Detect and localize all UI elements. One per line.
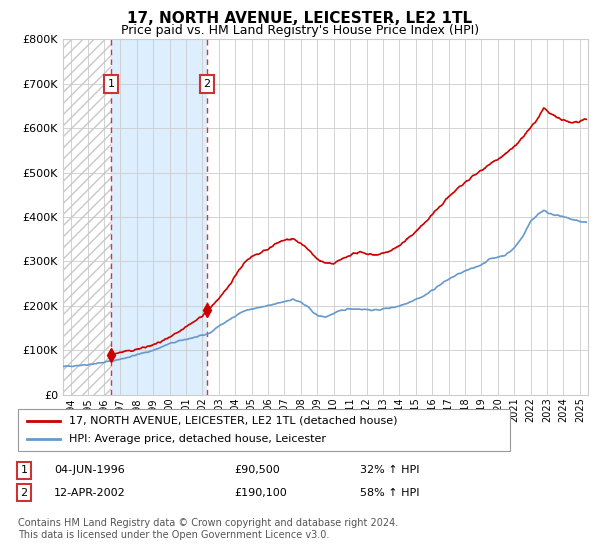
Text: 17, NORTH AVENUE, LEICESTER, LE2 1TL (detached house): 17, NORTH AVENUE, LEICESTER, LE2 1TL (de…: [69, 416, 398, 426]
Text: £190,100: £190,100: [234, 488, 287, 498]
Text: £90,500: £90,500: [234, 465, 280, 475]
Text: 17, NORTH AVENUE, LEICESTER, LE2 1TL: 17, NORTH AVENUE, LEICESTER, LE2 1TL: [127, 11, 473, 26]
Text: 2: 2: [20, 488, 28, 498]
Text: Contains HM Land Registry data © Crown copyright and database right 2024.
This d: Contains HM Land Registry data © Crown c…: [18, 518, 398, 540]
Text: 58% ↑ HPI: 58% ↑ HPI: [360, 488, 419, 498]
Text: 04-JUN-1996: 04-JUN-1996: [54, 465, 125, 475]
Text: 12-APR-2002: 12-APR-2002: [54, 488, 126, 498]
Bar: [63, 39, 111, 395]
Text: 2: 2: [203, 78, 211, 88]
Text: 1: 1: [107, 78, 115, 88]
Text: 1: 1: [20, 465, 28, 475]
Text: Price paid vs. HM Land Registry's House Price Index (HPI): Price paid vs. HM Land Registry's House …: [121, 24, 479, 37]
Text: 32% ↑ HPI: 32% ↑ HPI: [360, 465, 419, 475]
Bar: [63, 39, 111, 395]
Bar: [111, 39, 207, 395]
Text: HPI: Average price, detached house, Leicester: HPI: Average price, detached house, Leic…: [69, 434, 326, 444]
Bar: [207, 39, 588, 395]
